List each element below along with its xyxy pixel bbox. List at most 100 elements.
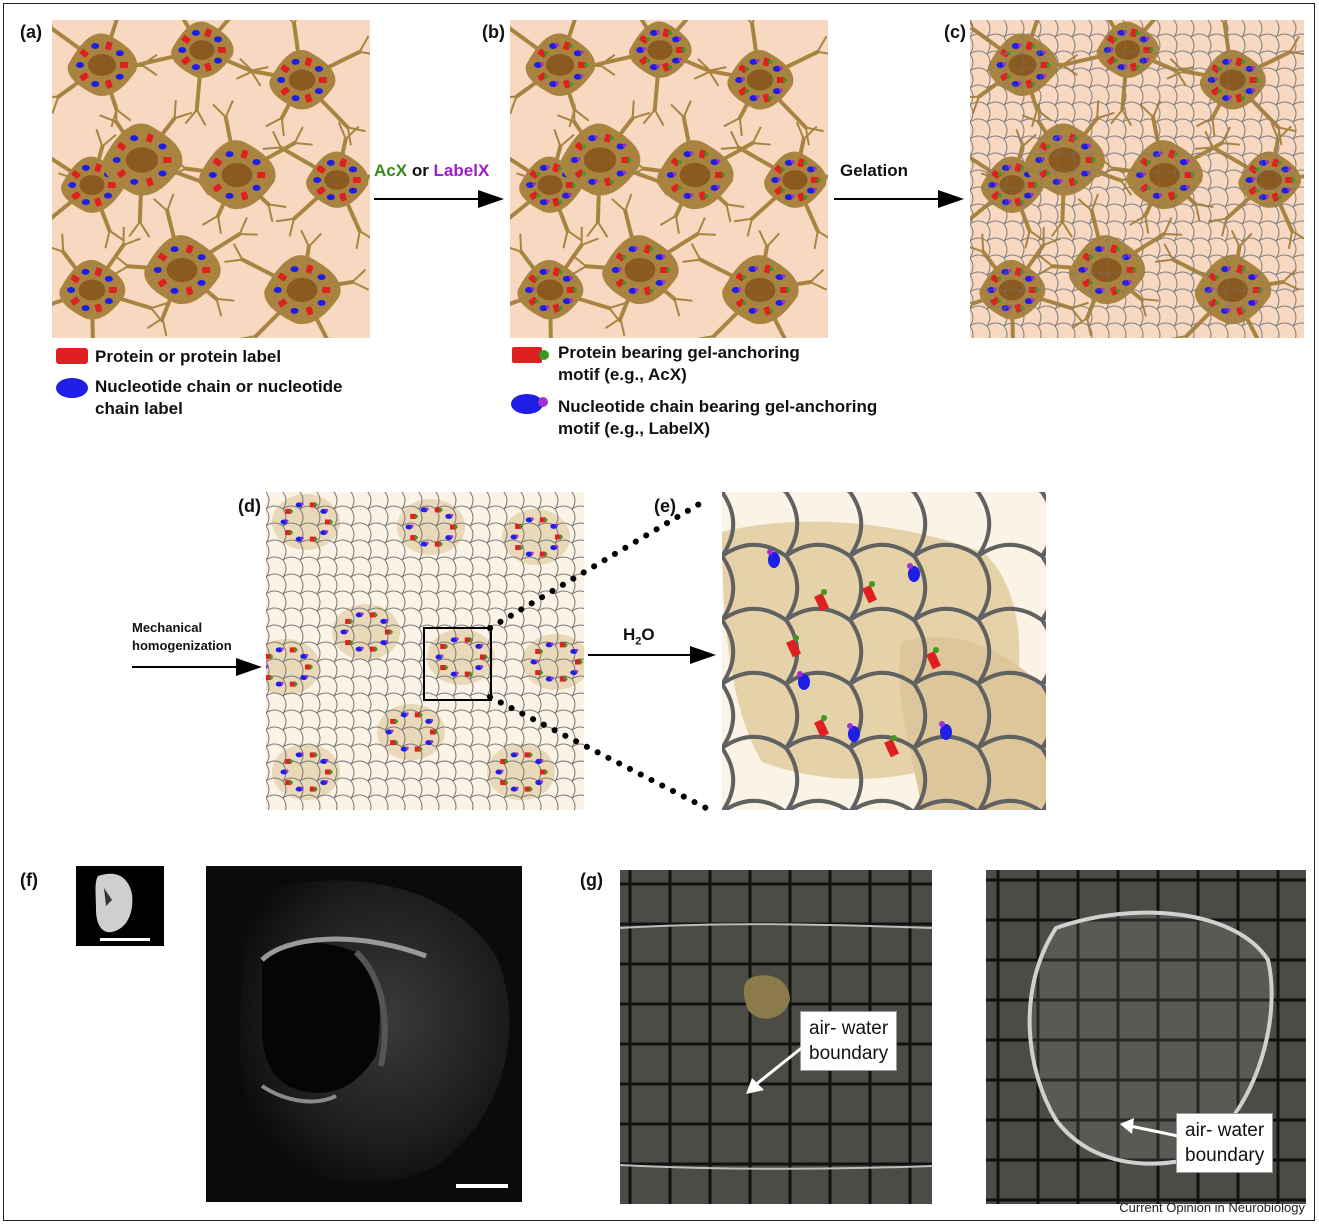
labelx-anchor <box>1210 287 1215 291</box>
protein-mark <box>884 739 900 758</box>
dendrite-branch <box>981 233 985 252</box>
nucleotide-mark <box>1245 65 1254 72</box>
protein-mark <box>94 303 103 313</box>
acx-anchor <box>1088 280 1093 285</box>
dendrite-branch <box>726 203 745 209</box>
nucleotide-mark <box>940 724 952 740</box>
panel-d-homogenized-gel <box>266 492 584 810</box>
dendrite-branch <box>1061 221 1073 238</box>
mesh-line-v <box>1003 20 1008 338</box>
protein-mark <box>285 508 292 514</box>
acx-anchor <box>469 672 473 676</box>
dendrite-branch <box>1050 221 1064 238</box>
labelx-anchor <box>1265 194 1270 198</box>
protein-mark <box>1068 133 1077 143</box>
mesh-line-v <box>975 492 992 810</box>
protein-mark <box>529 170 539 179</box>
acx-anchor <box>1020 306 1025 311</box>
dendrite-branch <box>289 20 295 25</box>
acx-anchor <box>544 518 548 522</box>
dendrite-branch <box>173 100 177 119</box>
dendrite-branch <box>224 100 234 118</box>
nucleotide-mark <box>208 172 217 178</box>
acx-anchor <box>1020 165 1025 170</box>
protein-mark <box>390 718 397 724</box>
acx-anchor <box>544 552 548 556</box>
nucleotide-mark <box>768 552 780 568</box>
acx-anchor <box>1116 288 1121 293</box>
mesh-line-h <box>970 254 1304 259</box>
protein-mark <box>280 64 290 74</box>
acx-anchor <box>314 787 318 791</box>
nucleotide-mark <box>731 287 740 293</box>
protein-mark <box>574 169 585 178</box>
acx-anchor <box>544 770 548 774</box>
labelx-anchor <box>689 151 694 155</box>
acx-anchor <box>1135 65 1140 70</box>
nucleotide-mark <box>735 77 744 83</box>
acx-anchor <box>444 665 448 670</box>
acx-anchor <box>1241 59 1246 64</box>
protein-mark <box>776 77 785 83</box>
nucleotide-mark <box>987 287 996 293</box>
mesh-line-v <box>316 492 321 810</box>
acx-anchor <box>668 30 673 35</box>
protein-mark <box>94 197 102 207</box>
dendrite-branch <box>1270 121 1279 140</box>
acx-anchor <box>558 200 563 205</box>
protein-mark <box>266 675 272 681</box>
dendrite-branch <box>1096 111 1115 120</box>
nucleotide-mark <box>710 159 719 166</box>
mesh-line-v <box>1105 20 1110 338</box>
nucleus <box>998 279 1026 301</box>
labelx-anchor <box>425 507 429 511</box>
acx-anchor <box>439 542 443 546</box>
dendrite-branch <box>161 317 168 337</box>
cell-remnant <box>272 494 340 550</box>
labelx-anchor <box>779 66 783 70</box>
labelx-anchor <box>716 185 721 189</box>
h2o-label: H2O <box>623 624 655 652</box>
protein-mark <box>414 712 421 718</box>
acx-anchor <box>558 269 563 274</box>
mesh-line-h <box>970 169 1304 174</box>
labelx-anchor <box>1186 159 1190 163</box>
protein-mark <box>528 296 538 306</box>
acx-anchor <box>1034 288 1039 292</box>
dendrite-branch <box>280 117 285 136</box>
labelx-anchor <box>480 665 484 669</box>
protein-mark <box>1271 158 1280 168</box>
nucleotide-mark <box>616 170 625 177</box>
dendrite-branch <box>1204 130 1214 148</box>
labelx-anchor <box>450 513 454 517</box>
nucleotide-mark <box>1179 184 1188 191</box>
labelx-anchor <box>569 276 573 280</box>
mesh-line-v <box>1054 20 1059 338</box>
nucleotide-mark <box>1095 246 1104 253</box>
acx-anchor <box>564 677 568 681</box>
dendrite-branch <box>216 297 235 302</box>
mesh-line-v <box>486 492 491 810</box>
mesh-line-v <box>1020 20 1025 338</box>
acx-anchor <box>314 537 318 541</box>
protein-mark <box>410 535 417 541</box>
protein-mark <box>285 758 292 764</box>
dendrite-branch <box>673 298 681 317</box>
labelx-anchor <box>1213 77 1218 81</box>
acx-anchor <box>519 524 523 529</box>
cell-remnant <box>427 629 495 685</box>
nucleotide-mark <box>115 73 124 80</box>
acx-anchor <box>1215 300 1220 305</box>
nucleotide-mark <box>81 199 90 206</box>
labelx-anchor <box>634 246 639 250</box>
protein-mark <box>670 157 681 167</box>
protein-mark <box>410 513 417 519</box>
protein-mark <box>185 244 194 254</box>
protein-mark <box>79 48 89 58</box>
labelx-anchor <box>1041 157 1046 161</box>
acx-anchor <box>1046 171 1051 176</box>
acx-anchor <box>419 713 423 717</box>
protein-mark <box>316 186 326 195</box>
protein-mark <box>698 149 707 159</box>
labelx-anchor <box>1109 47 1114 51</box>
